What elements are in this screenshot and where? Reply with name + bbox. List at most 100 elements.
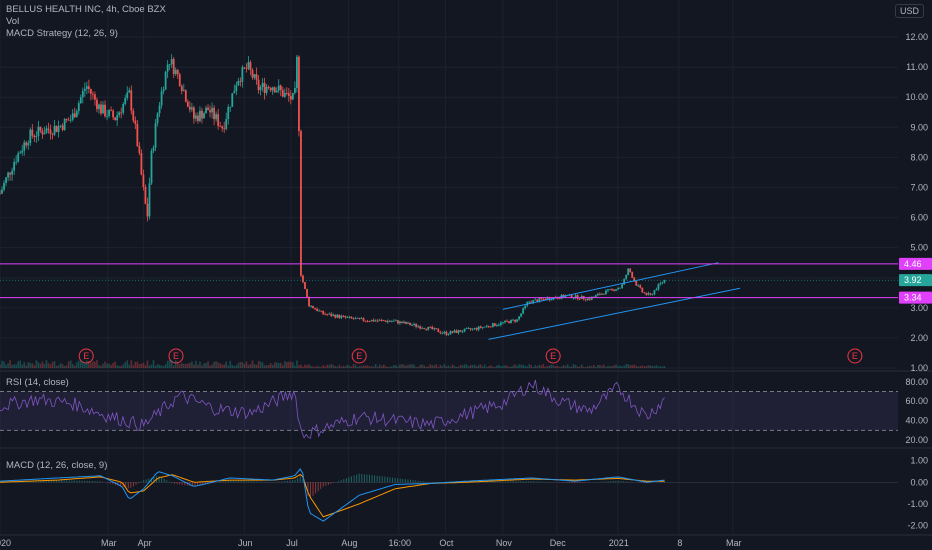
earnings-marker[interactable] <box>351 348 367 364</box>
volume-bar <box>584 366 587 368</box>
volume-bar <box>160 365 163 368</box>
rsi-legend[interactable]: RSI (14, close) <box>6 377 69 388</box>
rsi-line[interactable] <box>0 379 665 439</box>
candle-body <box>11 170 14 175</box>
volume-bar <box>183 363 185 368</box>
volume-bar <box>455 366 458 368</box>
earnings-marker[interactable] <box>847 348 863 364</box>
x-tick-label: 8 <box>677 538 682 548</box>
volume-bar <box>457 366 460 368</box>
price-tick-label: 11.00 <box>906 62 928 72</box>
volume-bar <box>405 365 407 368</box>
candle-body <box>392 320 395 322</box>
candle-body <box>542 299 545 300</box>
symbol-title[interactable]: BELLUS HEALTH INC, 4h, Cboe BZX <box>6 4 166 15</box>
candle-body <box>465 328 468 330</box>
volume-bar <box>336 366 339 368</box>
volume-bar <box>338 364 341 368</box>
candle-body <box>524 305 527 309</box>
volume-bar <box>637 366 640 368</box>
volume-bar <box>399 364 401 368</box>
volume-bar <box>403 364 405 368</box>
volume-bar <box>265 365 268 368</box>
volume-bar <box>334 365 337 368</box>
volume-bar <box>374 364 377 368</box>
candle-body <box>380 319 383 321</box>
candle-body <box>471 328 474 330</box>
volume-bar <box>152 360 155 368</box>
candle-body <box>197 115 199 121</box>
candle-body <box>320 310 323 312</box>
volume-bar <box>300 364 302 368</box>
volume-bar <box>619 365 621 368</box>
candle-body <box>354 318 357 320</box>
volume-bar <box>180 362 183 368</box>
volume-bar <box>530 365 533 368</box>
candle-body <box>203 113 205 119</box>
volume-bar <box>314 366 316 368</box>
volume-bar <box>253 364 256 368</box>
macd-pane[interactable] <box>0 468 898 522</box>
candle-body <box>495 325 498 327</box>
volume-bar <box>641 365 644 368</box>
volume-bar <box>166 360 169 368</box>
candle-body <box>358 317 361 319</box>
candle-body <box>530 301 533 303</box>
volume-bar <box>75 362 78 368</box>
candle-body <box>663 279 666 283</box>
last-price-badge[interactable] <box>899 274 932 287</box>
rsi-pane[interactable] <box>0 379 898 439</box>
volume-bar <box>283 361 286 368</box>
earnings-marker[interactable] <box>545 348 561 364</box>
candle-body <box>146 203 149 217</box>
volume-bar <box>294 365 296 368</box>
volume-bar <box>397 366 399 368</box>
candle-body <box>607 289 609 291</box>
candle-body <box>51 133 54 135</box>
candle-body <box>451 331 454 333</box>
strategy-legend[interactable]: MACD Strategy (12, 26, 9) <box>6 28 118 39</box>
volume-bar <box>164 364 167 368</box>
candle-body <box>25 142 28 146</box>
candle-body <box>512 319 514 321</box>
volume-bar <box>312 366 314 368</box>
lower-line-badge[interactable] <box>899 291 932 304</box>
volume-bar <box>126 360 129 368</box>
volume-bar <box>382 364 385 368</box>
volume-bar <box>223 364 225 368</box>
earnings-marker[interactable] <box>168 348 184 364</box>
candle-body <box>235 85 238 92</box>
currency-button[interactable]: USD <box>894 4 924 18</box>
volume-bar <box>267 365 270 368</box>
candle-body <box>352 318 355 319</box>
earnings-marker[interactable] <box>78 348 94 364</box>
candle-body <box>659 283 662 285</box>
volume-bar <box>316 365 318 368</box>
volume-bar <box>320 366 322 368</box>
volume-bar <box>47 363 50 368</box>
volume-bar <box>306 365 308 368</box>
macd-line[interactable] <box>0 468 665 522</box>
volume-legend[interactable]: Vol <box>6 16 20 27</box>
volume-bar <box>487 366 490 368</box>
candle-body <box>110 110 112 112</box>
volume-bar <box>330 364 333 368</box>
candle-body <box>120 112 123 114</box>
volume-bar <box>332 364 335 368</box>
candle-body <box>160 91 163 106</box>
upper-line-badge[interactable] <box>899 257 932 270</box>
candle-body <box>540 298 543 300</box>
trend-channel-line[interactable] <box>488 287 741 340</box>
volume-bar <box>19 360 21 368</box>
candle-body <box>627 268 630 276</box>
volume-bar <box>49 364 52 368</box>
macd-legend[interactable]: MACD (12, 26, close, 9) <box>6 460 108 471</box>
volume-bar <box>41 361 44 368</box>
candle-body <box>376 320 379 322</box>
candle-body <box>227 106 230 119</box>
candle-body <box>223 128 226 130</box>
candle-body <box>275 90 278 93</box>
trend-channel-line[interactable] <box>502 262 719 310</box>
